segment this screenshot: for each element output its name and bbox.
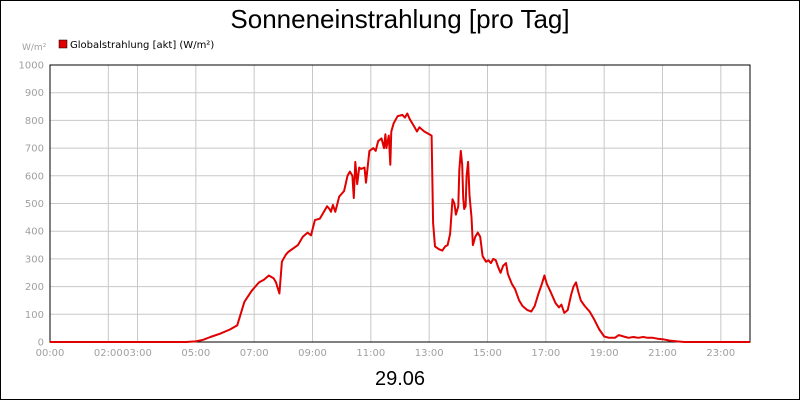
- legend: Globalstrahlung [akt] (W/m²): [58, 39, 214, 51]
- x-tick-label: 07:00: [240, 348, 269, 359]
- series-line: [50, 112, 750, 343]
- y-tick-label: 200: [25, 282, 44, 293]
- x-tick-label: 15:00: [473, 348, 502, 359]
- x-tick-label: 13:00: [415, 348, 444, 359]
- x-axis-ticks: 00:00 02:00 03:00 05:00 07:00 09:00 11:00 13:00…: [36, 348, 736, 359]
- x-tick-label: 21:00: [648, 348, 677, 359]
- x-tick-label: 03:00: [123, 348, 152, 359]
- y-tick-label: 700: [25, 144, 44, 155]
- x-tick-label: 19:00: [590, 348, 619, 359]
- y-tick-label: 900: [25, 88, 44, 99]
- y-tick-label: 600: [25, 171, 44, 182]
- plot-area: [49, 64, 751, 343]
- legend-swatch: [58, 39, 68, 49]
- grid: [50, 65, 750, 342]
- y-tick-label: 500: [25, 199, 44, 210]
- y-tick-label: 400: [25, 227, 44, 238]
- y-axis-ticks: 0 100 200 300 400 500 600 700 800 900 1000: [19, 61, 44, 349]
- chart-title: Sonneneinstrahlung [pro Tag]: [230, 4, 569, 34]
- x-tick-label: 05:00: [181, 348, 210, 359]
- date-label: 29.06: [375, 368, 425, 390]
- y-tick-label: 800: [25, 116, 44, 127]
- x-tick-label: 00:00: [36, 348, 65, 359]
- legend-label: Globalstrahlung [akt] (W/m²): [70, 40, 214, 51]
- y-tick-label: 300: [25, 254, 44, 265]
- x-tick-label: 11:00: [356, 348, 385, 359]
- series: [50, 112, 750, 343]
- y-tick-label: 1000: [19, 61, 44, 72]
- x-tick-label: 23:00: [706, 348, 735, 359]
- y-tick-label: 0: [38, 338, 44, 349]
- x-tick-label: 02:00: [94, 348, 123, 359]
- x-tick-label: 09:00: [298, 348, 327, 359]
- y-tick-label: 100: [25, 310, 44, 321]
- x-tick-label: 17:00: [531, 348, 560, 359]
- y-axis-unit: W/m²: [22, 43, 47, 53]
